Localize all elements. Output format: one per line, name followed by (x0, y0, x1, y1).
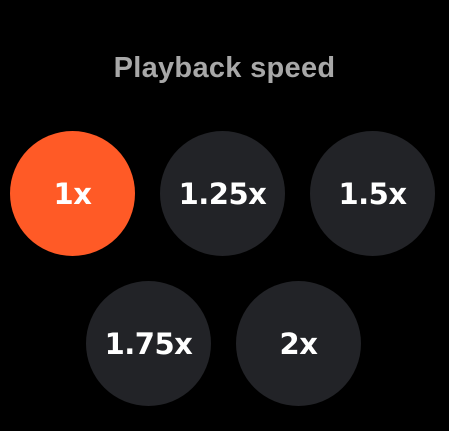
speed-option-label: 1.5x (338, 176, 407, 211)
speed-option-2x[interactable]: 2x (236, 281, 361, 406)
speed-option-label: 1.75x (104, 326, 193, 361)
speed-option-label: 1.25x (178, 176, 267, 211)
speed-option-1.5x[interactable]: 1.5x (310, 131, 435, 256)
speed-option-1.75x[interactable]: 1.75x (86, 281, 211, 406)
speed-option-label: 1x (53, 176, 92, 211)
speed-option-1.25x[interactable]: 1.25x (160, 131, 285, 256)
speed-option-1x[interactable]: 1x (10, 131, 135, 256)
playback-speed-title: Playback speed (113, 52, 336, 84)
speed-option-label: 2x (279, 326, 318, 361)
